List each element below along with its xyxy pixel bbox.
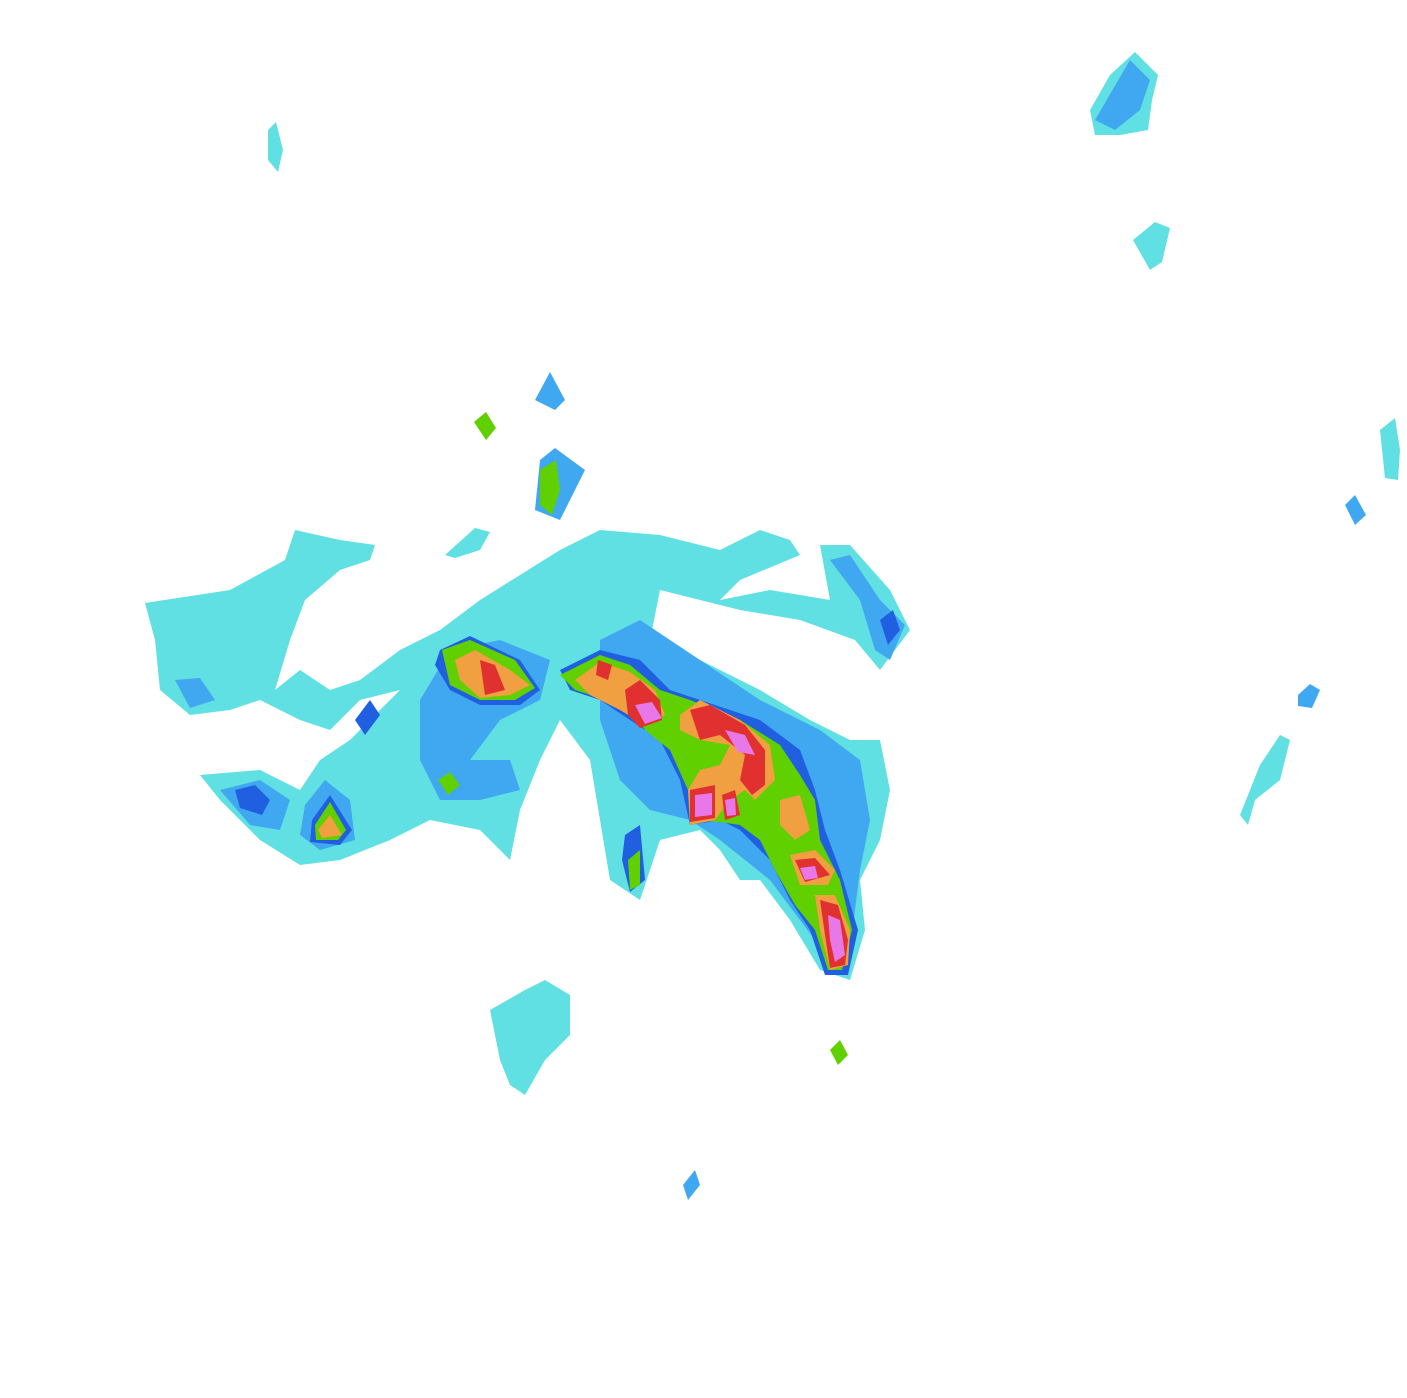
precipitation-contour-level-4 (438, 772, 460, 795)
precipitation-contour-level-2 (535, 372, 565, 410)
precipitation-contour-level-7 (480, 660, 505, 695)
precipitation-contour-level-1 (1133, 222, 1170, 270)
precipitation-contour-level-9 (695, 793, 712, 817)
precipitation-contour-level-7 (596, 660, 612, 680)
precipitation-contour-level-4 (474, 412, 496, 440)
precipitation-contour-level-3 (355, 700, 380, 735)
precipitation-contour-level-2 (1298, 684, 1320, 708)
precipitation-contour-level-4 (830, 1040, 848, 1065)
precipitation-contour-level-6 (780, 795, 810, 840)
precipitation-contour-level-1 (145, 530, 910, 980)
precipitation-contour-level-9 (725, 730, 755, 755)
precipitation-contour-level-2 (175, 678, 215, 708)
precipitation-contour-level-4 (540, 460, 560, 515)
precipitation-contour-level-2 (683, 1170, 700, 1200)
precipitation-contour-level-1 (268, 122, 283, 172)
precipitation-contour-level-9 (725, 798, 736, 816)
precipitation-contour-level-1 (445, 528, 490, 558)
precipitation-contour-level-4 (628, 850, 640, 890)
precipitation-contour-level-2 (1345, 495, 1366, 525)
precipitation-contour-level-1 (1240, 735, 1290, 825)
precipitation-contour-level-3 (880, 610, 900, 645)
precipitation-contour-level-9 (800, 866, 818, 880)
precipitation-contour-level-6 (318, 815, 342, 838)
precipitation-contour-level-7 (690, 705, 765, 795)
precipitation-contour-level-2 (1095, 60, 1150, 130)
precipitation-contour-level-1 (1380, 418, 1400, 480)
precipitation-contour-level-9 (635, 702, 662, 724)
precipitation-contour-level-3 (235, 785, 270, 815)
precipitation-contour-level-1 (490, 980, 570, 1095)
precipitation-contour-level-9 (828, 915, 845, 962)
